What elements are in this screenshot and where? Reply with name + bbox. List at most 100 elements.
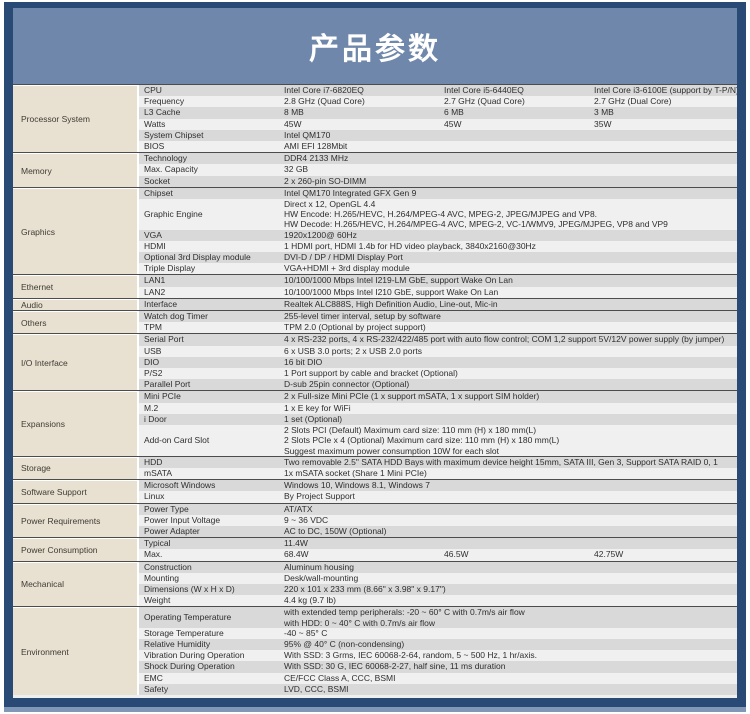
row-values: Two removable 2.5" SATA HDD Bays with ma… bbox=[284, 457, 737, 468]
value-line: 2 Slots PCIe x 4 (Optional) Maximum card… bbox=[284, 435, 560, 446]
value-line: VGA+HDMI + 3rd display module bbox=[284, 263, 410, 274]
value-line: AT/ATX bbox=[284, 503, 313, 514]
row-label: Max. bbox=[144, 549, 163, 560]
spec-row: Storage Temperature -40 ~ 85° C bbox=[139, 627, 737, 639]
value-cell: DVI-D / DP / HDMI Display Port bbox=[284, 252, 737, 263]
spec-section: I/O Interface Serial Port 4 x RS-232 ports… bbox=[13, 333, 737, 391]
spec-row: Relative Humidity 95% @ 40° C (non-conden… bbox=[139, 638, 737, 651]
value-cell: Realtek ALC888S, High Definition Audio, … bbox=[284, 299, 737, 310]
row-values: TPM 2.0 (Optional by project support) bbox=[284, 322, 737, 333]
value-line: 255-level timer interval, setup by softw… bbox=[284, 311, 441, 322]
row-label: Optional 3rd Display module bbox=[144, 252, 251, 263]
value-cell: with extended temp peripherals: -20 ~ 60… bbox=[284, 607, 737, 627]
spec-row: VGA 1920x1200@ 60Hz bbox=[139, 229, 737, 241]
row-values: 11.4W bbox=[284, 538, 737, 549]
value-cell: 35W bbox=[594, 119, 737, 130]
value-line: 1 set (Optional) bbox=[284, 413, 343, 424]
category-cell: Others bbox=[13, 311, 139, 334]
value-line: 35W bbox=[594, 118, 612, 129]
section-rows: LAN1 10/100/1000 Mbps Intel I219-LM GbE, … bbox=[139, 275, 737, 298]
spec-row: USB 6 x USB 3.0 ports; 2 x USB 2.0 ports bbox=[139, 345, 737, 357]
spec-row: Typical 11.4W bbox=[139, 538, 737, 550]
spec-row: i Door 1 set (Optional) bbox=[139, 413, 737, 426]
value-cell: 46.5W bbox=[444, 549, 594, 560]
value-line: With SSD: 3 Grms, IEC 60068-2-64, random… bbox=[284, 650, 537, 661]
row-label: Weight bbox=[144, 595, 171, 606]
value-cell: AC to DC, 150W (Optional) bbox=[284, 526, 737, 537]
spec-table: Processor System CPU Intel Core i7-6820EQ I… bbox=[13, 84, 737, 698]
spec-row: Graphic Engine Direct x 12, OpenGL 4.4 HW … bbox=[139, 199, 737, 230]
row-values: 9 ~ 36 VDC bbox=[284, 515, 737, 526]
row-label: Typical bbox=[144, 538, 171, 549]
row-values: 2 Slots PCI (Default) Maximum card size:… bbox=[284, 425, 737, 456]
spec-row: Max. 68.4W 46.5W 42.75W bbox=[139, 549, 737, 561]
value-line: 2.7 GHz (Quad Core) bbox=[444, 96, 525, 107]
spec-row: Operating Temperature with extended temp … bbox=[139, 607, 737, 628]
row-label: TPM bbox=[144, 322, 162, 333]
spec-section: Environment Operating Temperature with ext… bbox=[13, 606, 737, 695]
value-cell: -40 ~ 85° C bbox=[284, 628, 737, 639]
row-label: Technology bbox=[144, 153, 188, 164]
row-label: Vibration During Operation bbox=[144, 650, 245, 661]
section-rows: Serial Port 4 x RS-232 ports, 4 x RS-232/… bbox=[139, 334, 737, 391]
row-values: CE/FCC Class A, CCC, BSMI bbox=[284, 673, 737, 684]
value-cell: 255-level timer interval, setup by softw… bbox=[284, 311, 737, 322]
row-label: Add-on Card Slot bbox=[144, 434, 210, 445]
spec-section: Audio Interface Realtek ALC888S, High Defi… bbox=[13, 297, 737, 311]
row-label: Safety bbox=[144, 683, 169, 694]
row-values: Realtek ALC888S, High Definition Audio, … bbox=[284, 299, 737, 310]
value-line: 9 ~ 36 VDC bbox=[284, 514, 329, 525]
value-line: 10/100/1000 Mbps Intel I210 GbE, support… bbox=[284, 286, 499, 297]
value-cell: Windows 10, Windows 8.1, Windows 7 bbox=[284, 480, 737, 491]
spec-row: Power Type AT/ATX bbox=[139, 503, 737, 515]
row-values: 8 MB 6 MB 3 MB bbox=[284, 107, 737, 118]
value-cell: D-sub 25pin connector (Optional) bbox=[284, 379, 737, 390]
row-values: By Project Support bbox=[284, 491, 737, 502]
row-label: Triple Display bbox=[144, 263, 196, 274]
footer-navy-band bbox=[13, 698, 737, 707]
spec-row: System Chipset Intel QM170 bbox=[139, 129, 737, 142]
value-cell: With SSD: 3 Grms, IEC 60068-2-64, random… bbox=[284, 650, 737, 661]
row-values: Aluminum housing bbox=[284, 562, 737, 573]
row-values: 4.4 kg (9.7 lb) bbox=[284, 595, 737, 606]
section-rows: Operating Temperature with extended temp … bbox=[139, 607, 737, 695]
row-label: i Door bbox=[144, 413, 167, 424]
spec-row: LAN1 10/100/1000 Mbps Intel I219-LM GbE, … bbox=[139, 275, 737, 287]
spec-row: Power Adapter AC to DC, 150W (Optional) bbox=[139, 525, 737, 538]
row-values: Intel Core i7-6820EQ Intel Core i5-6440EQ… bbox=[284, 85, 737, 96]
row-values: 10/100/1000 Mbps Intel I219-LM GbE, supp… bbox=[284, 275, 737, 286]
row-values: 2.8 GHz (Quad Core) 2.7 GHz (Quad Core) 2.… bbox=[284, 96, 737, 107]
category-cell: Audio bbox=[13, 298, 139, 311]
value-cell: 95% @ 40° C (non-condensing) bbox=[284, 639, 737, 650]
value-line: 68.4W bbox=[284, 549, 309, 560]
value-line: 1 x E key for WiFi bbox=[284, 402, 351, 413]
value-cell: 1 HDMI port, HDMI 1.4b for HD video play… bbox=[284, 241, 737, 252]
row-label: Serial Port bbox=[144, 334, 184, 345]
value-cell: 2 Slots PCI (Default) Maximum card size:… bbox=[284, 425, 737, 456]
value-line: HW Encode: H.265/HEVC, H.264/MPEG-4 AVC,… bbox=[284, 209, 598, 220]
row-label: L3 Cache bbox=[144, 107, 181, 118]
row-label: Relative Humidity bbox=[144, 638, 211, 649]
row-label: LAN1 bbox=[144, 275, 166, 286]
spec-row: DIO 16 bit DIO bbox=[139, 356, 737, 369]
value-cell: 2.7 GHz (Dual Core) bbox=[594, 96, 737, 107]
row-label: Graphic Engine bbox=[144, 208, 203, 219]
row-label: mSATA bbox=[144, 467, 173, 478]
value-line: 1 Port support by cable and bracket (Opt… bbox=[284, 368, 458, 379]
row-values: 255-level timer interval, setup by softw… bbox=[284, 311, 737, 322]
spec-row: Watts 45W 45W 35W bbox=[139, 118, 737, 130]
row-values: VGA+HDMI + 3rd display module bbox=[284, 263, 737, 274]
row-values: 220 x 101 x 233 mm (8.66" x 3.98" x 9.17… bbox=[284, 584, 737, 595]
value-cell: Intel Core i5-6440EQ bbox=[444, 85, 594, 96]
value-line: 2 Slots PCI (Default) Maximum card size:… bbox=[284, 425, 537, 436]
row-label: Watts bbox=[144, 118, 166, 129]
spec-section: Software Support Microsoft Windows Windows… bbox=[13, 479, 737, 503]
row-values: Desk/wall-mounting bbox=[284, 573, 737, 584]
value-line: Intel Core i3-6100E (support by T-P/N) bbox=[594, 85, 737, 95]
section-rows: Interface Realtek ALC888S, High Definitio… bbox=[139, 298, 737, 311]
row-values: 16 bit DIO bbox=[284, 357, 737, 368]
row-label: VGA bbox=[144, 229, 162, 240]
spec-row: Mounting Desk/wall-mounting bbox=[139, 572, 737, 584]
value-line: CE/FCC Class A, CCC, BSMI bbox=[284, 672, 396, 683]
row-values: 10/100/1000 Mbps Intel I210 GbE, support… bbox=[284, 287, 737, 298]
